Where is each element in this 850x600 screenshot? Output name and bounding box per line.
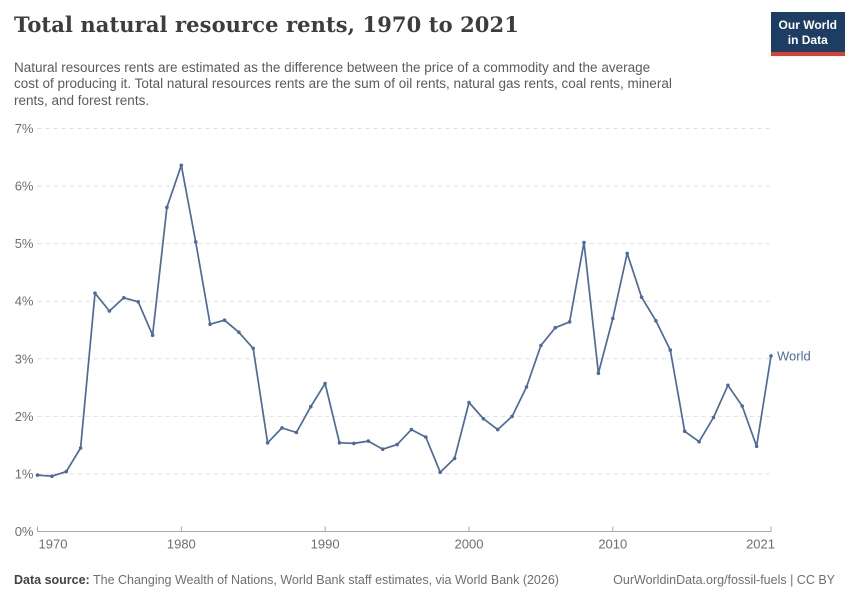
data-point[interactable] [754, 444, 759, 449]
data-point[interactable] [424, 435, 428, 439]
data-point[interactable] [395, 442, 399, 447]
entity-label-world[interactable]: World [777, 348, 811, 363]
y-axis-tick-label: 3% [15, 351, 34, 366]
y-axis-tick-label: 7% [15, 121, 34, 136]
data-point[interactable] [711, 415, 716, 420]
data-point[interactable] [122, 296, 126, 300]
data-point[interactable] [280, 426, 284, 430]
logo-line-1: Our World [778, 18, 837, 32]
data-point[interactable] [639, 295, 644, 300]
data-point[interactable] [481, 416, 486, 421]
chart-footer: Data source: The Changing Wealth of Nati… [14, 573, 835, 587]
data-point[interactable] [467, 400, 471, 405]
data-point[interactable] [309, 404, 313, 409]
data-point[interactable] [179, 163, 184, 168]
series-line-world[interactable] [36, 164, 772, 478]
subtitle-line: Natural resources rents are estimated as… [14, 60, 651, 75]
owid-logo[interactable]: Our World in Data [770, 12, 845, 56]
chart-subtitle: Natural resources rents are estimated as… [14, 60, 774, 109]
data-point[interactable] [611, 316, 615, 321]
data-point[interactable] [208, 322, 212, 327]
data-point[interactable] [567, 320, 572, 324]
subtitle-line: cost of producing it. Total natural reso… [14, 76, 672, 92]
data-point[interactable] [93, 291, 97, 296]
data-point[interactable] [668, 348, 673, 352]
data-point[interactable] [107, 309, 112, 313]
data-point[interactable] [409, 427, 414, 432]
data-point[interactable] [726, 383, 730, 388]
footer-license-link[interactable]: OurWorldinData.org/fossil-fuels | CC BY [613, 573, 835, 587]
data-point[interactable] [553, 325, 558, 330]
data-point[interactable] [582, 240, 586, 245]
data-point[interactable] [294, 430, 299, 435]
y-axis-tick-label: 1% [15, 466, 34, 481]
data-point[interactable] [510, 414, 514, 419]
data-point[interactable] [524, 385, 529, 389]
page-title: Total natural resource rents, 1970 to 20… [14, 12, 519, 37]
data-point[interactable] [265, 441, 270, 445]
x-axis-tick-label: 1990 [311, 537, 340, 552]
data-point[interactable] [35, 473, 40, 477]
subtitle-line: rents, and forest rents. [14, 92, 150, 108]
y-axis-tick-label: 2% [15, 409, 34, 424]
data-point[interactable] [740, 404, 744, 408]
y-axis-tick-label: 0% [15, 524, 34, 539]
data-point[interactable] [625, 251, 629, 256]
data-point[interactable] [366, 439, 371, 443]
data-point[interactable] [222, 318, 227, 323]
data-point[interactable] [539, 343, 543, 348]
data-source-label: Data source: [14, 573, 90, 587]
x-axis-tick-label: 2000 [455, 537, 484, 552]
data-point[interactable] [237, 330, 241, 335]
data-point[interactable] [697, 439, 701, 444]
y-axis-tick-label: 6% [15, 179, 34, 194]
data-source: Data source: The Changing Wealth of Nati… [14, 573, 559, 587]
data-point[interactable] [769, 354, 773, 358]
data-point[interactable] [78, 446, 83, 450]
data-point[interactable] [596, 371, 601, 376]
data-point[interactable] [337, 441, 342, 445]
data-point[interactable] [352, 441, 356, 446]
data-point[interactable] [682, 429, 687, 434]
data-point[interactable] [438, 470, 443, 475]
data-point[interactable] [136, 300, 140, 304]
data-point[interactable] [495, 427, 500, 432]
data-point[interactable] [50, 474, 54, 479]
y-axis-tick-label: 5% [15, 236, 34, 251]
x-axis-tick-label: 2010 [598, 537, 627, 552]
data-point[interactable] [193, 240, 198, 244]
data-point[interactable] [251, 346, 255, 351]
x-axis-tick-label: 2021 [746, 537, 775, 552]
data-point[interactable] [654, 319, 658, 323]
data-point[interactable] [165, 205, 169, 210]
logo-line-2: in Data [787, 33, 828, 47]
x-axis-tick-label: 1980 [167, 537, 196, 552]
x-axis-tick-label: 1970 [39, 537, 68, 552]
data-source-text: The Changing Wealth of Nations, World Ba… [89, 573, 559, 587]
data-point[interactable] [323, 381, 327, 386]
data-point[interactable] [64, 469, 69, 474]
data-point[interactable] [380, 447, 385, 452]
data-point[interactable] [150, 333, 155, 338]
data-point[interactable] [452, 456, 457, 461]
y-axis-tick-label: 4% [15, 294, 34, 309]
